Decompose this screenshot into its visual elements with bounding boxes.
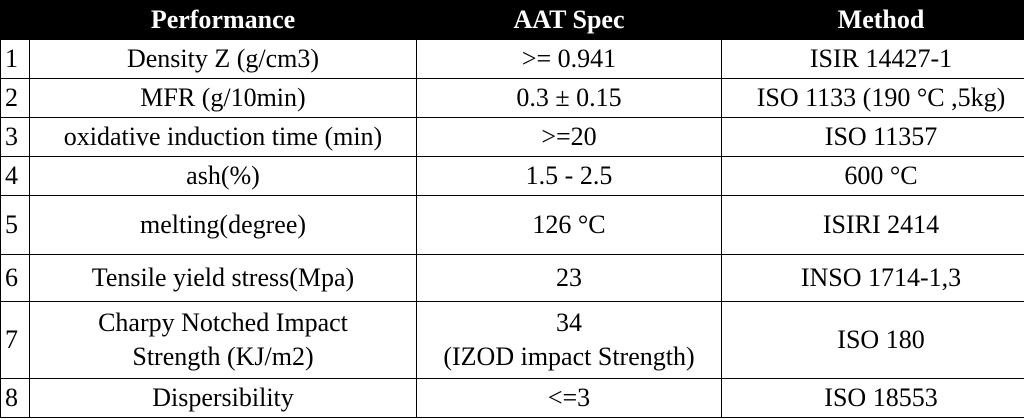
- method-cell: ISIR 14427-1: [721, 39, 1024, 79]
- row-number: 7: [0, 301, 30, 379]
- row-number: 8: [0, 378, 30, 418]
- row-number: 6: [0, 254, 30, 302]
- spec-cell: 23: [416, 254, 722, 302]
- performance-cell: Tensile yield stress(Mpa): [29, 254, 417, 302]
- row-number: 5: [0, 195, 30, 255]
- performance-line: Charpy Notched Impact: [98, 308, 348, 337]
- table-row: 1 Density Z (g/cm3) >= 0.941 ISIR 14427-…: [0, 39, 1024, 79]
- method-cell: ISO 11357: [721, 117, 1024, 157]
- performance-cell: MFR (g/10min): [29, 78, 417, 118]
- performance-cell: Dispersibility: [29, 378, 417, 418]
- header-aat-spec: AAT Spec: [416, 0, 722, 40]
- spec-cell: 34 (IZOD impact Strength): [416, 301, 722, 379]
- table-row: 8 Dispersibility <=3 ISO 18553: [0, 378, 1024, 418]
- method-cell: ISO 1133 (190 °C ,5kg): [721, 78, 1024, 118]
- spec-line: 34: [556, 308, 582, 337]
- performance-cell: Charpy Notched Impact Strength (KJ/m2): [29, 301, 417, 379]
- performance-cell: melting(degree): [29, 195, 417, 255]
- performance-line: Strength (KJ/m2): [132, 342, 314, 371]
- row-number: 3: [0, 117, 30, 157]
- spec-cell: >=20: [416, 117, 722, 157]
- method-cell: ISO 180: [721, 301, 1024, 379]
- spec-line: (IZOD impact Strength): [443, 342, 695, 371]
- spec-cell: <=3: [416, 378, 722, 418]
- table-row: 4 ash(%) 1.5 - 2.5 600 °C: [0, 156, 1024, 196]
- table-row: 2 MFR (g/10min) 0.3 ± 0.15 ISO 1133 (190…: [0, 78, 1024, 118]
- table-row: 7 Charpy Notched Impact Strength (KJ/m2)…: [0, 301, 1024, 379]
- spec-cell: 0.3 ± 0.15: [416, 78, 722, 118]
- spec-cell: >= 0.941: [416, 39, 722, 79]
- header-method: Method: [721, 0, 1024, 40]
- method-cell: ISIRI 2414: [721, 195, 1024, 255]
- method-cell: 600 °C: [721, 156, 1024, 196]
- spec-cell: 126 °C: [416, 195, 722, 255]
- header-performance: Performance: [29, 0, 417, 40]
- method-cell: ISO 18553: [721, 378, 1024, 418]
- row-number: 2: [0, 78, 30, 118]
- performance-cell: Density Z (g/cm3): [29, 39, 417, 79]
- header-row: Performance AAT Spec Method: [0, 0, 1024, 40]
- row-number: 4: [0, 156, 30, 196]
- performance-cell: ash(%): [29, 156, 417, 196]
- spec-cell: 1.5 - 2.5: [416, 156, 722, 196]
- header-number: [0, 0, 30, 40]
- method-cell: INSO 1714-1,3: [721, 254, 1024, 302]
- performance-cell: oxidative induction time (min): [29, 117, 417, 157]
- table-row: 3 oxidative induction time (min) >=20 IS…: [0, 117, 1024, 157]
- table-row: 5 melting(degree) 126 °C ISIRI 2414: [0, 195, 1024, 255]
- row-number: 1: [0, 39, 30, 79]
- table-row: 6 Tensile yield stress(Mpa) 23 INSO 1714…: [0, 254, 1024, 302]
